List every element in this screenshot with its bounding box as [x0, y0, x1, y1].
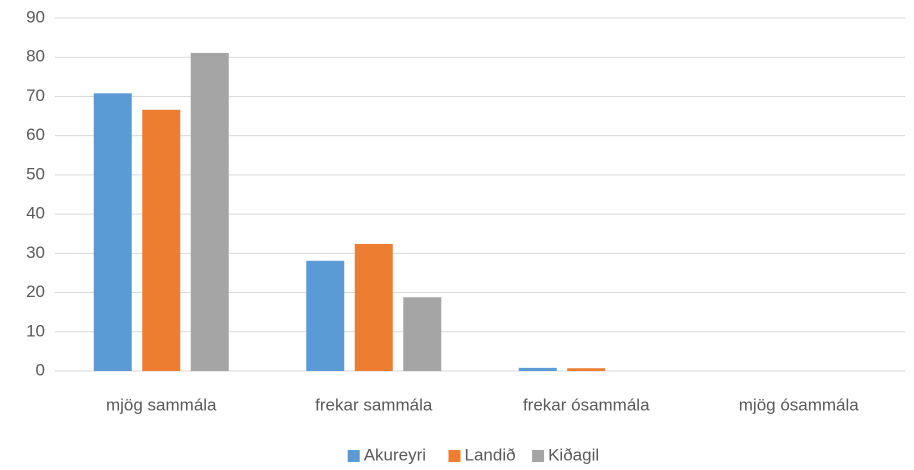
- y-tick-label: 90: [26, 7, 45, 26]
- bar: [403, 297, 442, 371]
- legend-swatch: [532, 450, 545, 462]
- y-tick-label: 20: [26, 282, 45, 301]
- legend-swatch: [347, 450, 360, 462]
- y-tick-label: 50: [26, 164, 45, 183]
- x-tick-label: frekar ósammála: [523, 395, 650, 414]
- legend-label: Kiðagil: [548, 445, 599, 464]
- bar: [518, 367, 557, 371]
- y-tick-label: 40: [26, 204, 45, 223]
- y-tick-label: 10: [26, 321, 45, 340]
- bar: [567, 368, 606, 371]
- bar: [142, 109, 181, 371]
- x-tick-label: frekar sammála: [315, 395, 433, 414]
- bar: [93, 93, 132, 371]
- y-tick-label: 0: [36, 360, 45, 379]
- legend-label: Landið: [465, 445, 516, 464]
- legend-label: Akureyri: [364, 445, 426, 464]
- x-tick-label: mjög ósammála: [739, 395, 860, 414]
- y-tick-label: 30: [26, 243, 45, 262]
- y-tick-label: 70: [26, 86, 45, 105]
- bar: [190, 52, 229, 371]
- bar: [306, 260, 345, 371]
- y-tick-label: 80: [26, 47, 45, 66]
- x-tick-label: mjög sammála: [106, 395, 217, 414]
- bar: [354, 243, 393, 371]
- legend-swatch: [448, 450, 461, 462]
- y-tick-label: 60: [26, 125, 45, 144]
